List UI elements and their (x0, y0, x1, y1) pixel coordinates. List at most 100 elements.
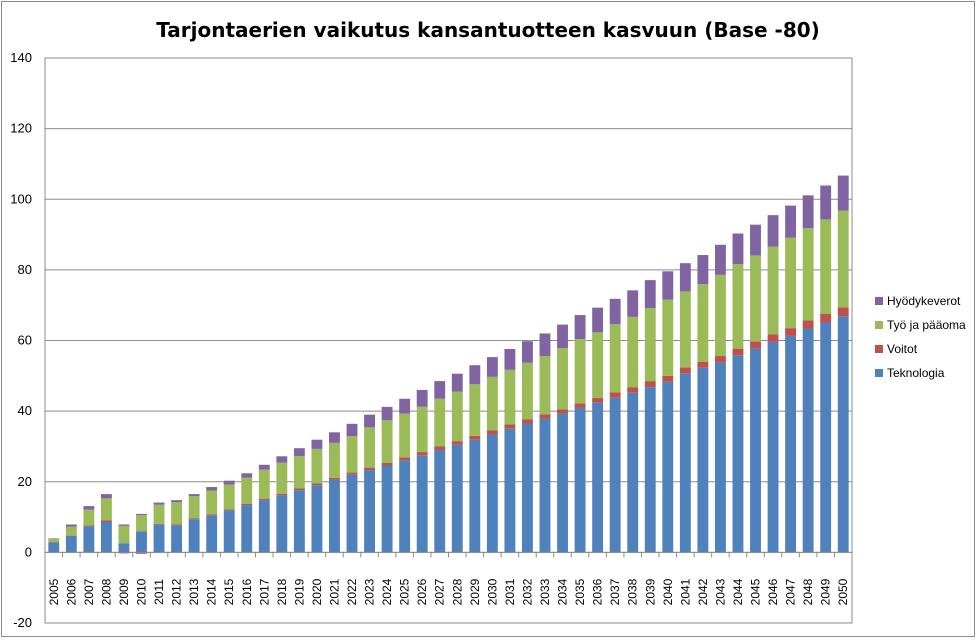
legend-swatch (875, 321, 883, 329)
bar-ty-ja-p-oma-2032 (522, 362, 533, 420)
x-tick-label: 2044 (731, 578, 745, 605)
bar-teknologia-2008 (100, 522, 112, 553)
bar-voitot-2018 (276, 493, 288, 496)
x-tick-label: 2046 (766, 578, 780, 605)
bar-teknologia-2040 (662, 381, 674, 553)
bar-teknologia-2010 (136, 531, 147, 553)
x-tick-label: 2022 (345, 578, 359, 605)
bar-hy-dykeverot-2031 (504, 348, 516, 370)
bar-teknologia-2035 (574, 407, 586, 553)
bar-voitot-2041 (679, 367, 691, 374)
bar-hy-dykeverot-2035 (574, 315, 586, 340)
bar-ty-ja-p-oma-2038 (627, 316, 639, 388)
bar-teknologia-2026 (416, 455, 428, 553)
bar-voitot-2023 (364, 467, 375, 471)
plot-area (44, 57, 853, 624)
bar-hy-dykeverot-2017 (258, 464, 270, 470)
bar-hy-dykeverot-2044 (732, 233, 744, 265)
bar-hy-dykeverot-2014 (206, 487, 218, 491)
bar-ty-ja-p-oma-2029 (469, 384, 481, 436)
legend-swatch (875, 369, 883, 377)
x-tick-label: 2005 (47, 578, 61, 605)
bar-hy-dykeverot-2012 (171, 500, 183, 503)
bar-voitot-2013 (188, 518, 200, 520)
bar-ty-ja-p-oma-2042 (697, 284, 709, 362)
bar-ty-ja-p-oma-2047 (785, 237, 797, 329)
bar-ty-ja-p-oma-2023 (364, 427, 375, 468)
bar-ty-ja-p-oma-2007 (83, 509, 95, 526)
x-tick-label: 2042 (696, 578, 710, 605)
bar-hy-dykeverot-2034 (557, 324, 568, 349)
bar-teknologia-2047 (785, 335, 797, 553)
bar-teknologia-2012 (171, 525, 183, 553)
bar-hy-dykeverot-2013 (188, 494, 200, 497)
bar-hy-dykeverot-2046 (767, 215, 779, 247)
bar-voitot-2016 (241, 503, 253, 506)
x-tick-label: 2023 (363, 578, 377, 605)
bar-voitot-2029 (469, 435, 481, 440)
bar-hy-dykeverot-2032 (522, 341, 533, 363)
bar-voitot-2047 (785, 328, 797, 336)
bar-hy-dykeverot-2007 (83, 506, 95, 510)
legend-swatch (875, 297, 883, 305)
bar-voitot-2042 (697, 361, 709, 368)
bar-ty-ja-p-oma-2028 (451, 391, 463, 442)
x-tick-label: 2010 (134, 578, 148, 605)
bar-ty-ja-p-oma-2012 (171, 502, 183, 525)
bar-teknologia-2043 (714, 362, 726, 553)
bar-ty-ja-p-oma-2024 (381, 420, 393, 463)
x-tick-label: 2020 (310, 578, 324, 605)
bar-hy-dykeverot-2048 (802, 195, 814, 229)
x-tick-label: 2026 (415, 578, 429, 605)
bar-ty-ja-p-oma-2009 (118, 525, 130, 544)
bar-voitot-2025 (399, 457, 411, 461)
bar-voitot-2014 (206, 514, 218, 516)
y-tick-label: 80 (18, 262, 32, 277)
bar-teknologia-2029 (469, 439, 481, 553)
bar-ty-ja-p-oma-2043 (714, 274, 726, 357)
bar-ty-ja-p-oma-2013 (188, 496, 200, 519)
bar-voitot-2019 (293, 488, 305, 491)
bar-teknologia-2011 (153, 524, 165, 553)
x-tick-label: 2027 (433, 578, 447, 605)
bar-voitot-2033 (539, 414, 551, 419)
bar-hy-dykeverot-2006 (65, 524, 77, 527)
bar-hy-dykeverot-2045 (750, 224, 761, 256)
x-tick-label: 2039 (643, 578, 657, 605)
bar-voitot-2036 (592, 398, 604, 403)
x-tick-label: 2040 (661, 578, 675, 605)
bar-hy-dykeverot-2008 (100, 494, 112, 499)
bar-voitot-2010 (136, 552, 147, 554)
bar-ty-ja-p-oma-2010 (136, 514, 147, 532)
legend-label: Voitot (887, 342, 918, 356)
bar-voitot-2027 (434, 446, 446, 450)
bar-hy-dykeverot-2009 (118, 524, 130, 526)
bar-teknologia-2041 (679, 373, 691, 553)
x-tick-label: 2035 (573, 578, 587, 605)
bar-teknologia-2020 (311, 485, 323, 553)
bar-voitot-2032 (522, 419, 533, 424)
x-tick-label: 2033 (538, 578, 552, 605)
bar-ty-ja-p-oma-2037 (609, 324, 621, 393)
x-tick-label: 2048 (801, 578, 815, 605)
bar-hy-dykeverot-2024 (381, 406, 393, 421)
x-tick-label: 2025 (398, 578, 412, 605)
bar-voitot-2048 (802, 320, 814, 329)
x-tick-label: 2030 (485, 578, 499, 605)
bar-ty-ja-p-oma-2019 (293, 455, 305, 489)
x-tick-label: 2017 (257, 578, 271, 605)
bar-teknologia-2030 (486, 434, 498, 553)
bar-teknologia-2021 (329, 479, 340, 553)
x-tick-label: 2008 (99, 578, 113, 605)
x-tick-label: 2018 (275, 578, 289, 605)
x-tick-label: 2047 (784, 578, 798, 605)
bar-ty-ja-p-oma-2008 (100, 498, 112, 521)
bar-teknologia-2036 (592, 402, 604, 553)
x-tick-label: 2045 (749, 578, 763, 605)
chart-title: Tarjontaerien vaikutus kansantuotteen ka… (156, 18, 820, 42)
bar-voitot-2044 (732, 348, 744, 356)
bar-ty-ja-p-oma-2020 (311, 448, 323, 484)
bar-hy-dykeverot-2043 (714, 244, 726, 275)
